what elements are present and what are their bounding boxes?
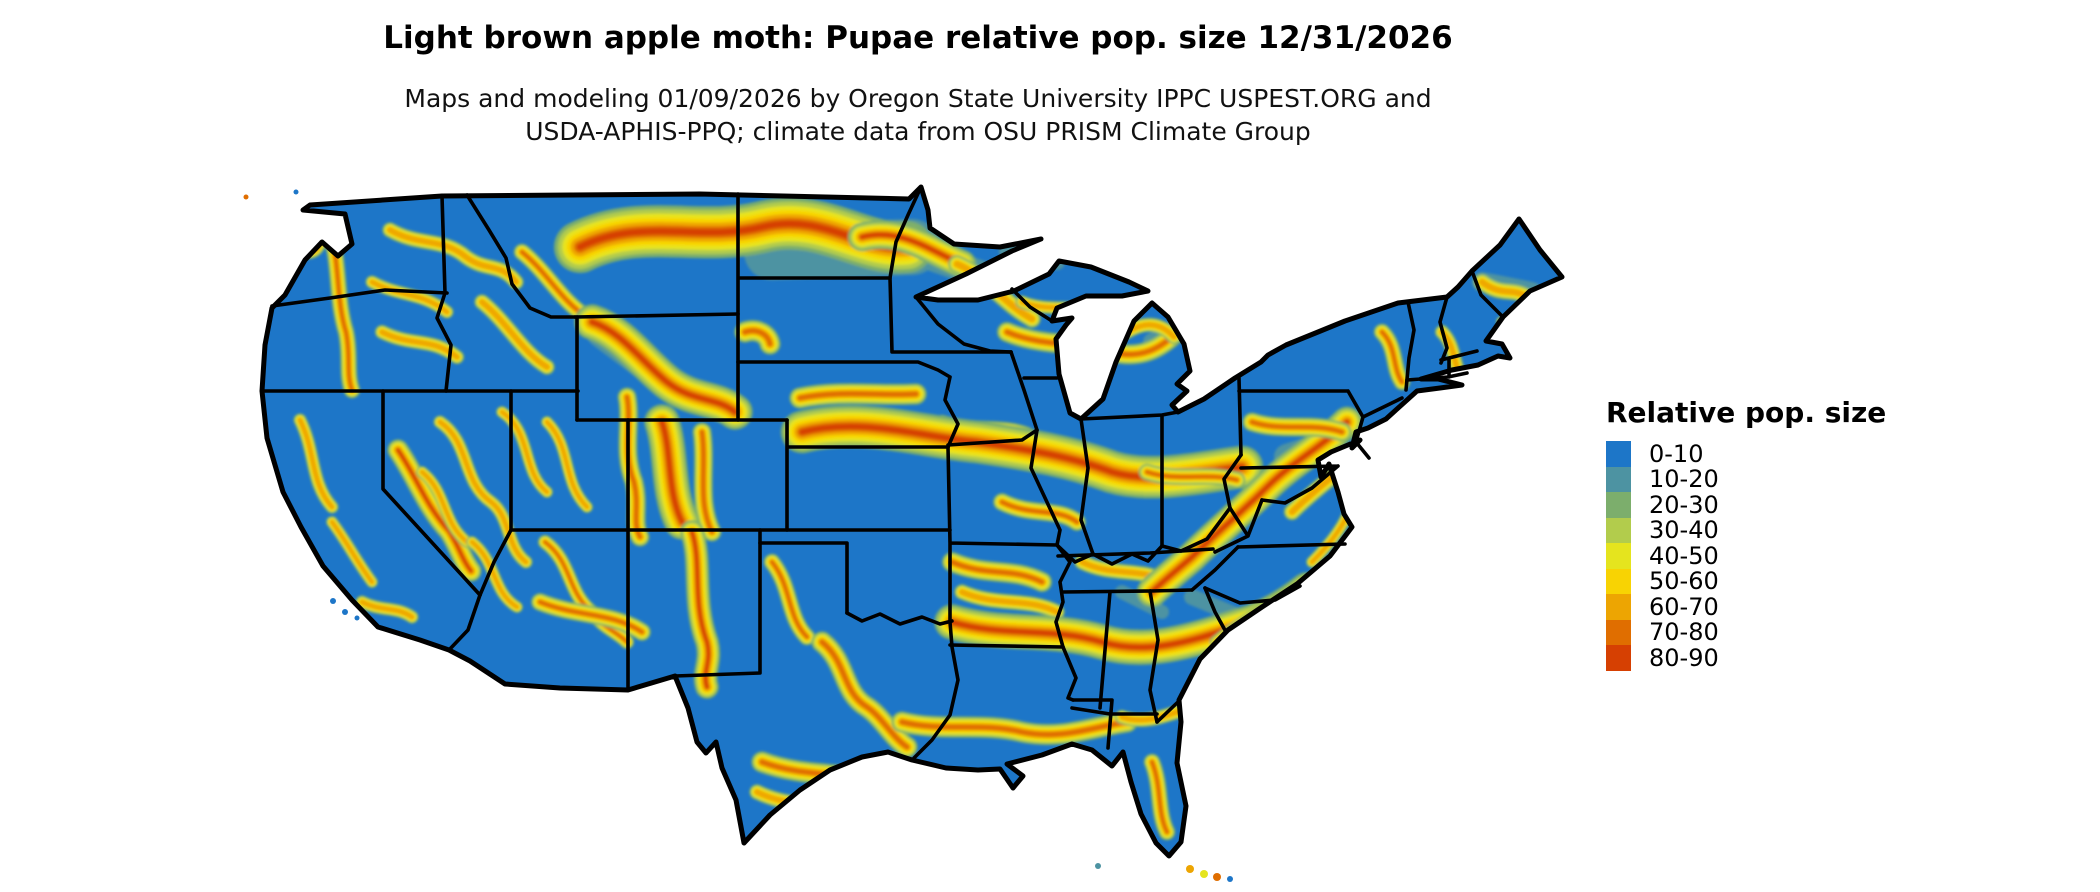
legend-row: 60-70 bbox=[1606, 592, 1886, 621]
legend-row: 40-50 bbox=[1606, 541, 1886, 570]
legend-item-label: 60-70 bbox=[1649, 592, 1719, 621]
legend-swatch bbox=[1606, 441, 1631, 467]
legend-item-label: 10-20 bbox=[1649, 465, 1719, 494]
legend-row: 10-20 bbox=[1606, 465, 1886, 494]
legend-item-label: 30-40 bbox=[1649, 516, 1719, 545]
legend-swatch bbox=[1606, 543, 1631, 569]
population-raster-bands bbox=[293, 197, 1562, 841]
legend-item-label: 80-90 bbox=[1649, 643, 1719, 672]
map-title: Light brown apple moth: Pupae relative p… bbox=[383, 20, 1453, 56]
map-subtitle-line1: Maps and modeling 01/09/2026 by Oregon S… bbox=[404, 84, 1432, 113]
legend-swatch bbox=[1606, 492, 1631, 518]
legend-item-label: 20-30 bbox=[1649, 490, 1719, 519]
legend-swatch bbox=[1606, 517, 1631, 543]
legend-item-label: 70-80 bbox=[1649, 618, 1719, 647]
legend-row: 30-40 bbox=[1606, 516, 1886, 545]
legend-row: 70-80 bbox=[1606, 618, 1886, 647]
legend-title: Relative pop. size bbox=[1606, 396, 1887, 429]
legend-swatch bbox=[1606, 568, 1631, 594]
legend-item-label: 0-10 bbox=[1649, 439, 1704, 468]
title-block: Light brown apple moth: Pupae relative p… bbox=[0, 0, 1836, 148]
legend-swatch bbox=[1606, 466, 1631, 492]
legend-swatch bbox=[1606, 619, 1631, 645]
legend-item-label: 50-60 bbox=[1649, 567, 1719, 596]
legend-swatch bbox=[1606, 645, 1631, 671]
legend-row: 0-10 bbox=[1606, 439, 1886, 468]
legend-swatch bbox=[1606, 594, 1631, 620]
map-subtitle-line2: USDA-APHIS-PPQ; climate data from OSU PR… bbox=[525, 117, 1311, 146]
legend-row: 80-90 bbox=[1606, 643, 1886, 672]
island-specks bbox=[243, 189, 1233, 882]
legend-row: 50-60 bbox=[1606, 567, 1886, 596]
legend-items: 0-10 10-20 20-30 30-40 40-50 50-60 60-70 70-80 8… bbox=[1606, 439, 1886, 672]
map-subtitle: Maps and modeling 01/09/2026 by Oregon S… bbox=[0, 56, 1836, 148]
legend: Relative pop. size 0-10 10-20 20-30 30-40 40… bbox=[1606, 396, 1887, 672]
legend-row: 20-30 bbox=[1606, 490, 1886, 519]
legend-item-label: 40-50 bbox=[1649, 541, 1719, 570]
